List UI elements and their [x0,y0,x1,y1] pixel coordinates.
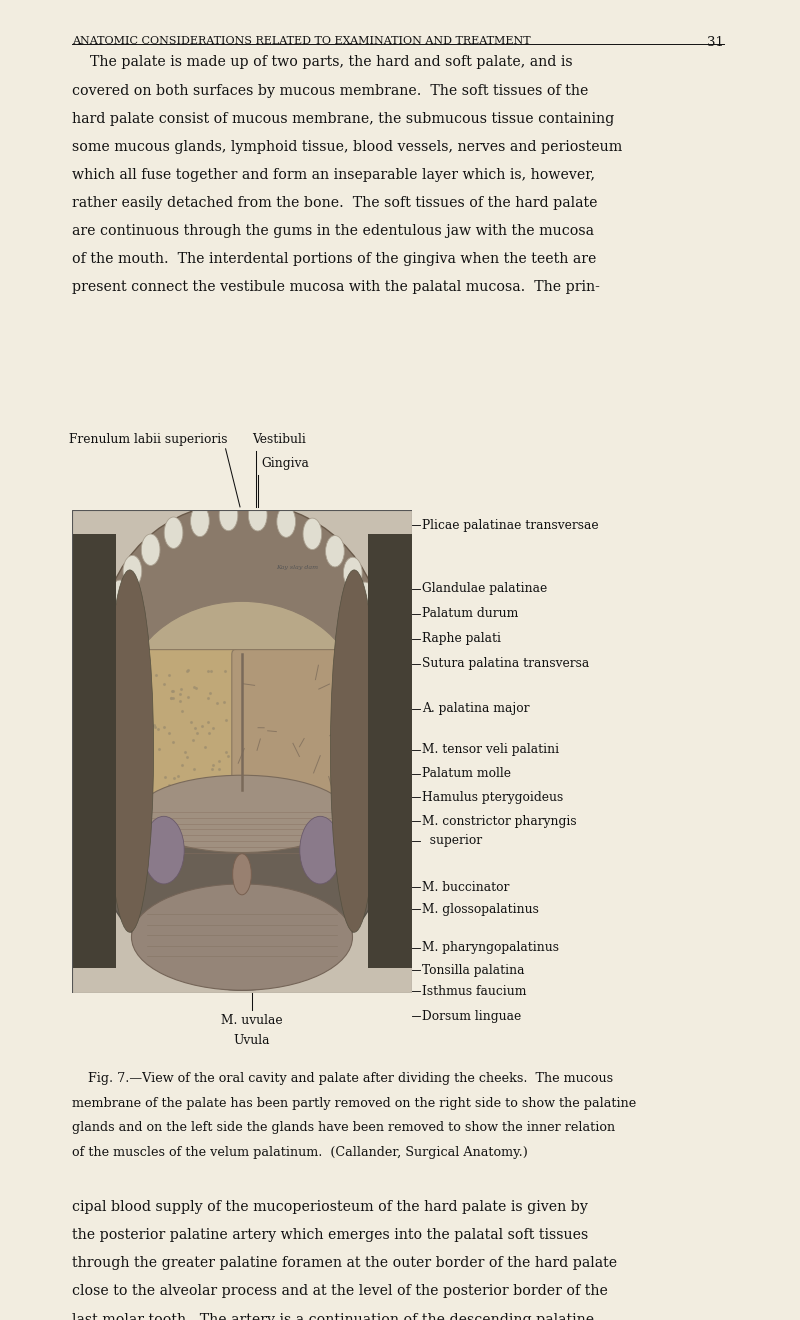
Ellipse shape [303,519,322,549]
Ellipse shape [164,517,183,548]
Text: are continuous through the gums in the edentulous jaw with the mucosa: are continuous through the gums in the e… [72,224,594,238]
Text: Plicae palatinae transversae: Plicae palatinae transversae [422,519,599,532]
Text: Vestibuli: Vestibuli [252,433,306,446]
Text: present connect the vestibule mucosa with the palatal mucosa.  The prin-: present connect the vestibule mucosa wit… [72,280,600,294]
Text: cipal blood supply of the mucoperiosteum of the hard palate is given by: cipal blood supply of the mucoperiosteum… [72,1200,588,1214]
Ellipse shape [326,536,344,566]
Ellipse shape [110,579,129,611]
Text: 31: 31 [707,36,724,49]
Ellipse shape [106,570,154,932]
Text: Kay slay dam: Kay slay dam [276,565,318,570]
Text: M. tensor veli palatini: M. tensor veli palatini [422,743,559,756]
Ellipse shape [143,816,184,884]
Text: through the greater palatine foramen at the outer border of the hard palate: through the greater palatine foramen at … [72,1257,617,1270]
Text: last molar tooth.  The artery is a continuation of the descending palatine: last molar tooth. The artery is a contin… [72,1312,594,1320]
Ellipse shape [343,557,362,589]
Ellipse shape [102,503,382,768]
Ellipse shape [355,582,374,614]
Text: Sutura palatina transversa: Sutura palatina transversa [422,657,590,671]
Ellipse shape [142,535,160,565]
FancyBboxPatch shape [120,649,238,795]
Text: Fig. 7.—View of the oral cavity and palate after dividing the cheeks.  The mucou: Fig. 7.—View of the oral cavity and pala… [72,1072,613,1085]
Text: membrane of the palate has been partly removed on the right side to show the pal: membrane of the palate has been partly r… [72,1097,636,1110]
Ellipse shape [248,499,267,531]
Ellipse shape [75,531,409,990]
Ellipse shape [233,854,251,895]
Ellipse shape [277,506,295,537]
Text: Hamulus pterygoideus: Hamulus pterygoideus [422,791,564,804]
FancyBboxPatch shape [232,649,350,795]
Ellipse shape [131,884,353,990]
Text: A. palatina major: A. palatina major [422,702,530,715]
Text: M. constrictor pharyngis: M. constrictor pharyngis [422,814,577,828]
Text: Palatum molle: Palatum molle [422,767,511,780]
Text: Glandulae palatinae: Glandulae palatinae [422,582,548,595]
Text: the posterior palatine artery which emerges into the palatal soft tissues: the posterior palatine artery which emer… [72,1228,588,1242]
Ellipse shape [190,506,210,537]
Ellipse shape [123,602,361,804]
Text: of the muscles of the velum palatinum.  (Callander, Surgical Anatomy.): of the muscles of the velum palatinum. (… [72,1146,528,1159]
Ellipse shape [137,775,347,853]
Text: M. pharyngopalatinus: M. pharyngopalatinus [422,941,559,954]
Text: ANATOMIC CONSIDERATIONS RELATED TO EXAMINATION AND TREATMENT: ANATOMIC CONSIDERATIONS RELATED TO EXAMI… [72,36,530,46]
Ellipse shape [123,556,142,587]
Text: superior: superior [422,834,482,847]
Text: Gingiva: Gingiva [262,457,310,470]
Text: Tonsilla palatina: Tonsilla palatina [422,964,525,977]
Text: Uvula: Uvula [234,1034,270,1047]
Bar [368,533,412,969]
Text: Raphe palati: Raphe palati [422,632,502,645]
Text: rather easily detached from the bone.  The soft tissues of the hard palate: rather easily detached from the bone. Th… [72,197,598,210]
Ellipse shape [330,570,378,932]
Text: close to the alveolar process and at the level of the posterior border of the: close to the alveolar process and at the… [72,1284,608,1299]
Text: some mucous glands, lymphoid tissue, blood vessels, nerves and periosteum: some mucous glands, lymphoid tissue, blo… [72,140,622,154]
Text: Dorsum linguae: Dorsum linguae [422,1010,522,1023]
Text: glands and on the left side the glands have been removed to show the inner relat: glands and on the left side the glands h… [72,1122,615,1134]
Text: Isthmus faucium: Isthmus faucium [422,985,527,998]
Text: of the mouth.  The interdental portions of the gingiva when the teeth are: of the mouth. The interdental portions o… [72,252,596,267]
Bar [72,533,116,969]
Text: M. glossopalatinus: M. glossopalatinus [422,903,539,916]
Text: The palate is made up of two parts, the hard and soft palate, and is: The palate is made up of two parts, the … [72,55,573,70]
Ellipse shape [219,499,238,531]
Text: hard palate consist of mucous membrane, the submucous tissue containing: hard palate consist of mucous membrane, … [72,112,614,125]
Text: which all fuse together and form an inseparable layer which is, however,: which all fuse together and form an inse… [72,168,595,182]
Text: Palatum durum: Palatum durum [422,607,518,620]
Text: M. buccinator: M. buccinator [422,880,510,894]
Text: covered on both surfaces by mucous membrane.  The soft tissues of the: covered on both surfaces by mucous membr… [72,83,588,98]
Text: M. uvulae: M. uvulae [221,1014,283,1027]
Ellipse shape [300,816,341,884]
Text: Frenulum labii superioris: Frenulum labii superioris [70,433,228,446]
